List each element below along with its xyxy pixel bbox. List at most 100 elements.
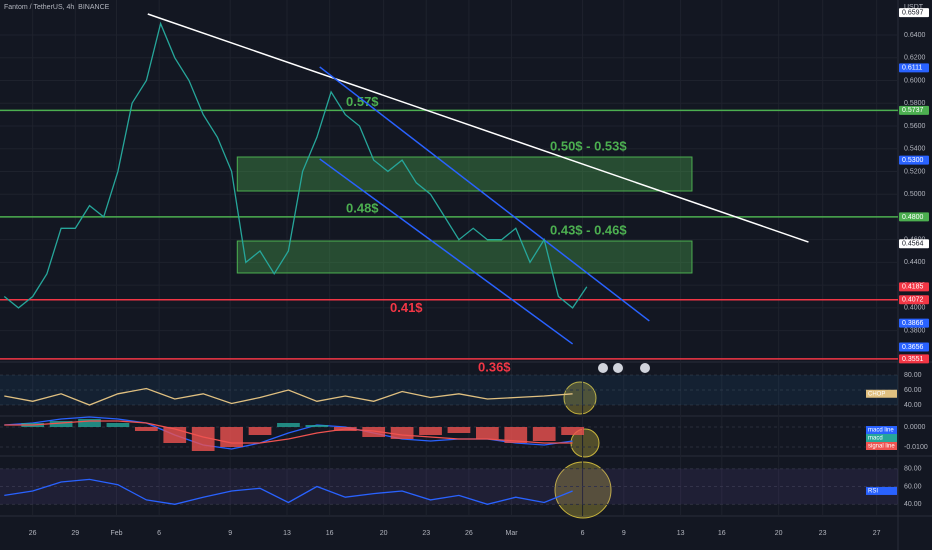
y-tick-label: 60.00 [904, 387, 922, 394]
zone-label: 0.50$ - 0.53$ [550, 138, 627, 153]
y-tick-label: 0.0000 [904, 424, 926, 431]
price-line [3, 21, 588, 309]
trend-line [319, 66, 650, 322]
histogram-bar [532, 427, 556, 441]
histogram-bar [475, 427, 499, 439]
y-tick-label: 0.6200 [904, 55, 926, 62]
legend-swatch [866, 434, 897, 442]
legend-label: macd line [868, 428, 894, 434]
currency-label: USDT [904, 4, 924, 11]
histogram-bar [447, 427, 471, 433]
legend-label: macd [868, 436, 883, 442]
histogram-bar [561, 427, 584, 435]
event-icon[interactable] [640, 363, 650, 373]
level-label: 0.48$ [346, 200, 379, 215]
x-tick-label: 27 [873, 530, 881, 537]
x-tick-label: 9 [622, 530, 626, 537]
price-badge [899, 105, 929, 115]
y-tick-label: 0.3800 [904, 327, 926, 334]
x-tick-label: 6 [157, 530, 161, 537]
price-badge-label: 0.5737 [902, 107, 924, 114]
histogram-bar [49, 421, 73, 427]
x-tick-label: Feb [110, 530, 122, 537]
zone [236, 240, 693, 274]
x-tick-label: 23 [819, 530, 827, 537]
indicator-line [4, 478, 573, 505]
legend-label: signal line [868, 444, 895, 450]
histogram-bar [419, 427, 442, 435]
histogram-bar [78, 419, 101, 427]
price-badge-label: 0.6597 [902, 9, 924, 16]
y-tick-label: 0.5000 [904, 191, 926, 198]
histogram-bar [191, 427, 215, 451]
y-tick-label: 0.4400 [904, 259, 926, 266]
chart-title: Fantom / TetherUS, 4h, BINANCE [4, 4, 110, 11]
price-badge-label: 0.4564 [902, 241, 924, 248]
price-badge [899, 282, 929, 292]
x-tick-label: 26 [465, 530, 473, 537]
zone [236, 156, 693, 192]
price-badge-label: 0.3551 [902, 356, 924, 363]
price-badge-label: 0.3656 [902, 344, 924, 351]
band [0, 468, 898, 505]
x-tick-label: 13 [677, 530, 685, 537]
x-tick-label: 29 [71, 530, 79, 537]
x-tick-label: 23 [422, 530, 430, 537]
level-label: 0.36$ [478, 359, 511, 374]
y-tick-label: 60.00 [904, 483, 922, 490]
x-tick-label: 26 [29, 530, 37, 537]
price-badge [899, 239, 929, 249]
x-tick-label: 16 [718, 530, 726, 537]
y-tick-label: 80.00 [904, 466, 922, 473]
histogram-bar [248, 427, 272, 435]
histogram-bar [106, 423, 130, 427]
histogram-bar [504, 427, 528, 443]
zone-label: 0.43$ - 0.46$ [550, 222, 627, 237]
price-badge [899, 342, 929, 352]
x-tick-label: 9 [228, 530, 232, 537]
histogram-bar [362, 427, 386, 437]
y-tick-label: 0.5200 [904, 168, 926, 175]
price-badge-label: 0.4072 [902, 297, 924, 304]
price-badge-label: 0.4800 [902, 214, 924, 221]
legend-swatch [866, 486, 897, 495]
legend-label: CHOP [868, 391, 885, 397]
x-tick-label: 13 [283, 530, 291, 537]
trend-line [147, 13, 809, 243]
indicator-line [4, 387, 573, 406]
price-badge-label: 0.6111 [902, 65, 922, 72]
x-tick-label: 20 [380, 530, 388, 537]
y-tick-label: 0.5400 [904, 146, 926, 153]
level-label: 0.41$ [390, 300, 423, 315]
level-label: 0.57$ [346, 94, 379, 109]
legend-swatch [866, 426, 897, 434]
x-tick-label: 20 [775, 530, 783, 537]
histogram-bar [277, 423, 300, 427]
event-icon[interactable] [598, 363, 608, 373]
histogram-bar [305, 425, 329, 427]
legend-swatch [866, 389, 897, 398]
y-tick-label: 0.6000 [904, 77, 926, 84]
price-badge [899, 295, 929, 305]
y-tick-label: -0.0100 [904, 444, 928, 451]
x-tick-label: 6 [581, 530, 585, 537]
y-tick-label: 0.5600 [904, 123, 926, 130]
x-tick-label: Mar [505, 530, 518, 537]
price-badge [899, 212, 929, 222]
indicator-line [4, 420, 573, 444]
price-badge [899, 354, 929, 364]
y-tick-label: 0.6400 [904, 32, 926, 39]
trend-line [319, 158, 574, 345]
price-badge-label: 0.4185 [902, 284, 924, 291]
price-badge [899, 155, 929, 165]
price-badge [899, 63, 929, 73]
legend-label: RSI [868, 489, 878, 495]
histogram-bar [220, 427, 243, 447]
x-tick-label: 16 [326, 530, 334, 537]
event-icon[interactable] [613, 363, 623, 373]
histogram-bar [134, 427, 158, 431]
band [0, 375, 898, 405]
price-badge-label: 0.3866 [902, 320, 924, 327]
